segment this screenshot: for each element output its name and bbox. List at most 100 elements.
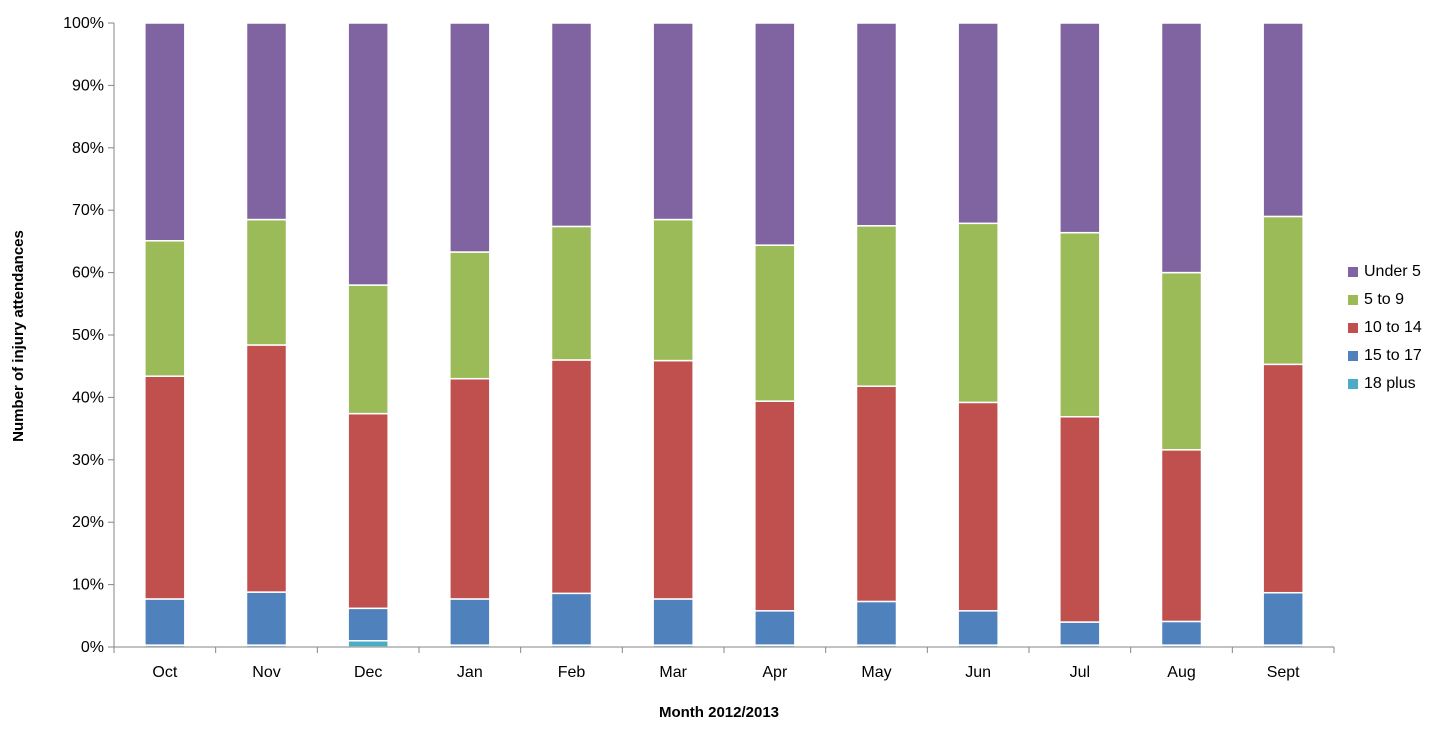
legend-item: 15 to 17 bbox=[1348, 342, 1422, 370]
bar-segment-10-to-14 bbox=[347, 412, 389, 610]
bar-segment-18-plus bbox=[347, 640, 389, 648]
legend-swatch bbox=[1348, 379, 1358, 389]
y-axis: 0% 10% 20% 30% 40% 50% 60% 70% 80% 90% 100% bbox=[63, 15, 115, 656]
bar-stack-jan bbox=[449, 22, 491, 648]
bar-segment-15-to-17 bbox=[144, 598, 186, 646]
bar-stack-jul bbox=[1059, 22, 1101, 648]
bar-segment-under-5 bbox=[754, 22, 796, 246]
x-tick-label: Jul bbox=[1070, 664, 1090, 681]
legend-label: 10 to 14 bbox=[1364, 319, 1422, 336]
x-tick-label: Mar bbox=[659, 664, 687, 681]
legend-label: 5 to 9 bbox=[1364, 291, 1405, 308]
bar-segment-5-to-9 bbox=[449, 251, 491, 380]
bar-segment-10-to-14 bbox=[144, 375, 186, 600]
bar-segment-5-to-9 bbox=[754, 244, 796, 402]
bar-stack-feb bbox=[550, 22, 593, 648]
y-tick-label: 100% bbox=[63, 15, 104, 32]
x-tick-label: Sept bbox=[1267, 664, 1300, 681]
x-tick-label: Feb bbox=[558, 664, 586, 681]
bar-segment-15-to-17 bbox=[1059, 621, 1101, 646]
bar-segment-15-to-17 bbox=[550, 592, 593, 646]
y-tick-label: 70% bbox=[72, 202, 104, 219]
bar-segment-10-to-14 bbox=[754, 400, 796, 612]
x-tick-label: Dec bbox=[354, 664, 382, 681]
bar-segment-15-to-17 bbox=[754, 610, 796, 646]
y-axis-title: Number of injury attendances bbox=[10, 230, 27, 442]
bar-segment-10-to-14 bbox=[550, 359, 593, 595]
legend-swatch bbox=[1348, 323, 1358, 333]
bar-stack-mar bbox=[652, 22, 694, 648]
bar-segment-5-to-9 bbox=[652, 218, 694, 362]
bar-segment-5-to-9 bbox=[550, 225, 593, 361]
bar-segment-15-to-17 bbox=[449, 598, 491, 646]
bar-segment-5-to-9 bbox=[144, 240, 186, 377]
y-tick-label: 20% bbox=[72, 514, 104, 531]
y-tick-label: 40% bbox=[72, 389, 104, 406]
x-tick-label: Aug bbox=[1167, 664, 1195, 681]
y-tick-label: 30% bbox=[72, 452, 104, 469]
bar-segment-15-to-17 bbox=[347, 607, 389, 642]
bar-segment-15-to-17 bbox=[652, 598, 694, 646]
bar-segment-under-5 bbox=[855, 22, 898, 227]
bar-segment-under-5 bbox=[347, 22, 389, 286]
bar-segment-15-to-17 bbox=[1160, 620, 1203, 646]
legend-item: 10 to 14 bbox=[1348, 314, 1422, 342]
y-tick-label: 60% bbox=[72, 265, 104, 282]
bar-segment-under-5 bbox=[957, 22, 999, 225]
bar-stack-sept bbox=[1262, 22, 1304, 648]
bar-stack-dec bbox=[347, 22, 389, 648]
x-tick-label: Jun bbox=[965, 664, 991, 681]
bar-segment-under-5 bbox=[1059, 22, 1101, 234]
x-axis: Oct Nov Dec Jan Feb Mar Apr May Jun Jul Aug Sept bbox=[113, 646, 1335, 681]
bar-segment-10-to-14 bbox=[957, 401, 999, 612]
bar-segment-10-to-14 bbox=[1160, 449, 1203, 623]
bar-segment-15-to-17 bbox=[245, 591, 288, 646]
bar-segment-5-to-9 bbox=[957, 222, 999, 404]
y-tick-label: 90% bbox=[72, 77, 104, 94]
legend-item: 18 plus bbox=[1348, 370, 1422, 398]
bar-stack-jun bbox=[957, 22, 999, 648]
bar-stack-nov bbox=[245, 22, 288, 648]
legend-item: Under 5 bbox=[1348, 258, 1422, 286]
bar-segment-under-5 bbox=[652, 22, 694, 221]
bar-segment-5-to-9 bbox=[1262, 215, 1304, 366]
legend-item: 5 to 9 bbox=[1348, 286, 1422, 314]
bar-segment-5-to-9 bbox=[855, 225, 898, 387]
y-tick-label: 10% bbox=[72, 577, 104, 594]
bar-segment-5-to-9 bbox=[1059, 231, 1101, 418]
x-tick-label: Oct bbox=[152, 664, 177, 681]
plot-area bbox=[144, 22, 1304, 648]
x-axis-title: Month 2012/2013 bbox=[659, 704, 779, 721]
bar-segment-under-5 bbox=[550, 22, 593, 228]
bar-segment-under-5 bbox=[1262, 22, 1304, 218]
legend-label: 18 plus bbox=[1364, 375, 1416, 392]
legend-label: 15 to 17 bbox=[1364, 347, 1422, 364]
bar-stack-aug bbox=[1160, 22, 1203, 648]
legend-swatch bbox=[1348, 267, 1358, 277]
bar-segment-5-to-9 bbox=[1160, 271, 1203, 451]
bar-segment-5-to-9 bbox=[347, 284, 389, 415]
legend: Under 5 5 to 9 10 to 14 15 to 17 18 plus bbox=[1348, 258, 1422, 398]
bar-segment-10-to-14 bbox=[245, 344, 288, 593]
bar-segment-10-to-14 bbox=[855, 385, 898, 603]
bar-segment-15-to-17 bbox=[957, 610, 999, 646]
bar-segment-10-to-14 bbox=[652, 359, 694, 600]
bar-segment-5-to-9 bbox=[245, 218, 288, 346]
legend-label: Under 5 bbox=[1364, 263, 1421, 280]
bar-stack-apr bbox=[754, 22, 796, 648]
bar-segment-15-to-17 bbox=[1262, 591, 1304, 646]
legend-swatch bbox=[1348, 295, 1358, 305]
y-tick-label: 0% bbox=[81, 639, 104, 656]
bar-segment-10-to-14 bbox=[449, 377, 491, 600]
x-tick-label: Jan bbox=[457, 664, 483, 681]
bar-segment-15-to-17 bbox=[855, 600, 898, 646]
x-tick-label: May bbox=[861, 664, 891, 681]
bar-segment-under-5 bbox=[449, 22, 491, 253]
x-tick-label: Apr bbox=[762, 664, 788, 681]
legend-swatch bbox=[1348, 351, 1358, 361]
bar-stack-may bbox=[855, 22, 898, 648]
bar-stack-oct bbox=[144, 22, 186, 648]
x-tick-label: Nov bbox=[252, 664, 280, 681]
bar-segment-under-5 bbox=[245, 22, 288, 221]
